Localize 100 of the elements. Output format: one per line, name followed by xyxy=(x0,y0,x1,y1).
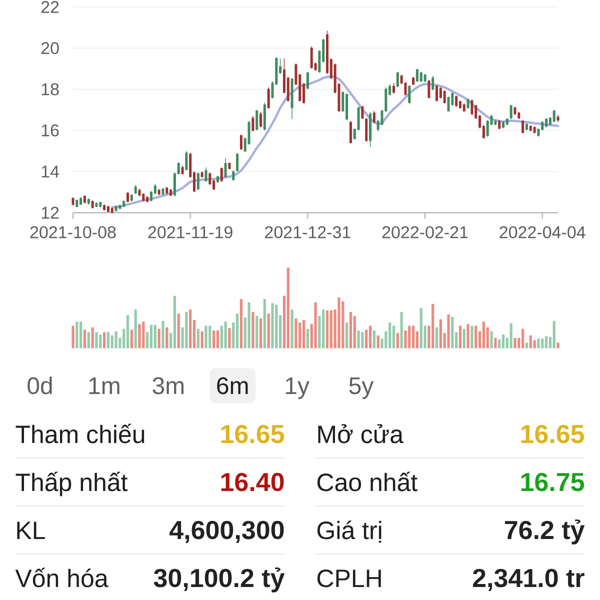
category-label: Mở cửa xyxy=(318,424,404,444)
candlestick xyxy=(110,207,114,214)
bar xyxy=(470,326,474,348)
candlestick xyxy=(106,206,110,212)
bar xyxy=(502,334,505,348)
bar xyxy=(83,330,86,348)
bar xyxy=(298,322,302,348)
candlestick xyxy=(204,167,208,182)
bar xyxy=(158,328,160,348)
candlestick xyxy=(498,120,501,130)
bar xyxy=(537,338,540,348)
bar xyxy=(290,310,294,348)
candlestick xyxy=(185,150,188,171)
bar xyxy=(240,299,242,348)
text: 4,600,300 xyxy=(170,520,284,544)
bar xyxy=(306,328,309,348)
bar xyxy=(462,328,466,348)
bar xyxy=(529,335,532,348)
bar xyxy=(252,312,254,348)
candlestick xyxy=(506,118,508,126)
bar xyxy=(72,326,74,348)
y-tick-label: 20 xyxy=(41,42,59,54)
candlestick xyxy=(556,114,560,123)
bar xyxy=(200,331,204,348)
candlestick xyxy=(455,95,458,108)
candlestick xyxy=(502,120,505,129)
candlestick xyxy=(369,112,372,148)
category-label: Vốn hóa xyxy=(15,568,108,588)
candlestick xyxy=(408,84,411,104)
bar xyxy=(439,319,442,348)
bar xyxy=(525,342,528,348)
bar xyxy=(76,322,78,348)
text: 1y xyxy=(286,377,310,399)
bar xyxy=(150,324,153,348)
candlestick xyxy=(447,96,450,112)
bar xyxy=(236,314,239,348)
candlestick xyxy=(349,120,352,144)
category-label: KL xyxy=(17,522,45,539)
candlestick xyxy=(130,194,133,202)
bar xyxy=(138,324,141,348)
bar xyxy=(228,328,231,348)
candlestick xyxy=(166,186,168,195)
y-tick-label: 22 xyxy=(41,1,59,13)
candlestick xyxy=(412,76,415,86)
candlestick xyxy=(252,116,254,132)
text: 16.65 xyxy=(221,424,284,444)
bar xyxy=(302,320,306,348)
candlestick xyxy=(91,200,94,209)
bar xyxy=(349,312,352,348)
text: 0d xyxy=(28,376,52,394)
candlestick xyxy=(420,71,422,82)
bar xyxy=(368,326,372,348)
bar xyxy=(189,310,192,348)
bar xyxy=(220,326,223,348)
bar xyxy=(95,332,98,348)
bar xyxy=(130,330,133,348)
candlestick xyxy=(372,110,376,124)
bar xyxy=(361,332,364,348)
bar xyxy=(177,314,180,348)
candlestick xyxy=(470,99,474,116)
bar xyxy=(314,302,317,348)
bar xyxy=(106,332,110,348)
bar xyxy=(544,336,548,348)
candlestick xyxy=(232,170,235,182)
bar xyxy=(447,314,450,348)
bar xyxy=(173,296,176,348)
text: 16.65 xyxy=(521,424,584,444)
candlestick xyxy=(103,204,106,211)
bar xyxy=(267,314,270,348)
bar xyxy=(400,312,403,348)
bar xyxy=(466,324,470,348)
bar xyxy=(263,299,266,348)
candlestick xyxy=(310,46,313,70)
category-label: CPLH xyxy=(317,570,381,588)
candlestick xyxy=(436,84,438,102)
bar xyxy=(286,268,290,348)
bar xyxy=(80,322,82,348)
candlestick xyxy=(83,194,86,204)
x-tick-label: 2021-12-31 xyxy=(265,226,350,238)
text: 2,341.0 tr xyxy=(472,568,584,592)
candlestick xyxy=(146,196,149,203)
candlestick xyxy=(396,71,399,88)
bar xyxy=(110,335,114,348)
text: 5y xyxy=(349,377,374,399)
candlestick xyxy=(462,103,466,112)
candlestick xyxy=(260,112,262,128)
candlestick xyxy=(529,124,532,132)
bar xyxy=(376,335,380,348)
bar xyxy=(494,338,497,348)
x-tick-label: 2022-02-21 xyxy=(382,226,468,238)
y-tick-label: 14 xyxy=(42,166,59,178)
bar xyxy=(353,316,356,348)
text: 16.40 xyxy=(221,472,284,492)
bar xyxy=(154,324,156,348)
bar xyxy=(420,308,422,348)
bar xyxy=(166,327,168,348)
bar xyxy=(216,330,220,348)
bar xyxy=(365,330,368,348)
bar xyxy=(87,332,90,348)
candlestick xyxy=(216,175,219,184)
